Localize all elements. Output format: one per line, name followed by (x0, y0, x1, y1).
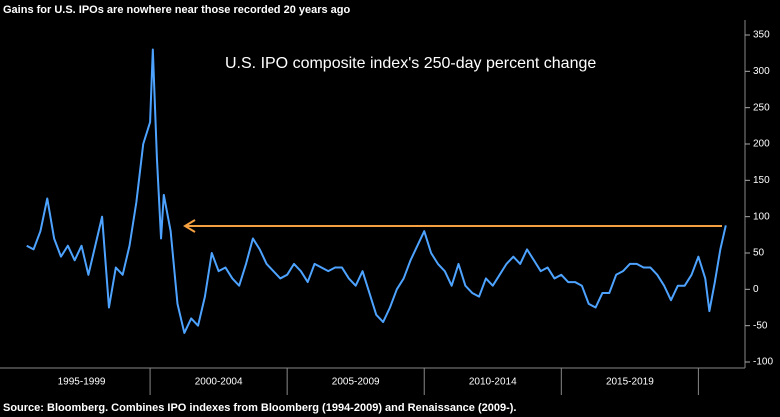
y-tick-label: 100 (753, 211, 770, 222)
x-period-label: 2015-2019 (606, 377, 654, 388)
arrow-head (183, 219, 196, 233)
y-tick-label: 250 (753, 102, 770, 113)
y-tick-label: 150 (753, 175, 770, 186)
source-note: Source: Bloomberg. Combines IPO indexes … (3, 402, 516, 414)
x-period-label: 2005-2009 (332, 377, 380, 388)
chart-title: Gains for U.S. IPOs are nowhere near tho… (3, 4, 351, 16)
annotation: U.S. IPO composite index's 250-day perce… (225, 55, 596, 72)
y-tick-label: 0 (753, 284, 759, 295)
y-tick-label: 300 (753, 66, 770, 77)
y-tick-label: 200 (753, 139, 770, 150)
y-tick-label: -100 (753, 357, 773, 368)
x-period-label: 2000-2004 (195, 377, 243, 388)
y-tick-label: 350 (753, 30, 770, 41)
x-period-label: 1995-1999 (58, 377, 106, 388)
data-line (26, 48, 727, 334)
x-period-label: 2010-2014 (469, 377, 517, 388)
y-tick-label: 50 (753, 248, 765, 259)
y-tick-label: -50 (753, 320, 768, 331)
